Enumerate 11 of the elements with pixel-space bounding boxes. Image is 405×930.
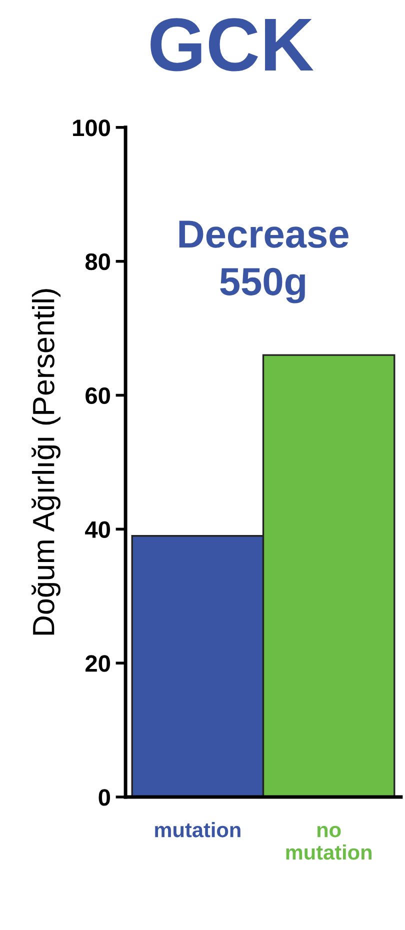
y-tick-label: 60 xyxy=(86,387,110,404)
annotation: Decrease 550g xyxy=(179,220,348,304)
y-tick-label: 0 xyxy=(98,789,110,806)
x-tick-label: mutation xyxy=(155,822,240,838)
y-tick-label: 40 xyxy=(85,521,110,538)
y-tick-label: 20 xyxy=(86,655,110,672)
y-tick-label: 80 xyxy=(85,253,110,270)
x-tick-label: no mutation xyxy=(286,826,372,860)
y-tick-label: 100 xyxy=(73,119,110,136)
y-axis-title: Doğum Ağırlığı (Persentil) xyxy=(32,289,60,635)
chart-title: GCK xyxy=(150,18,314,72)
